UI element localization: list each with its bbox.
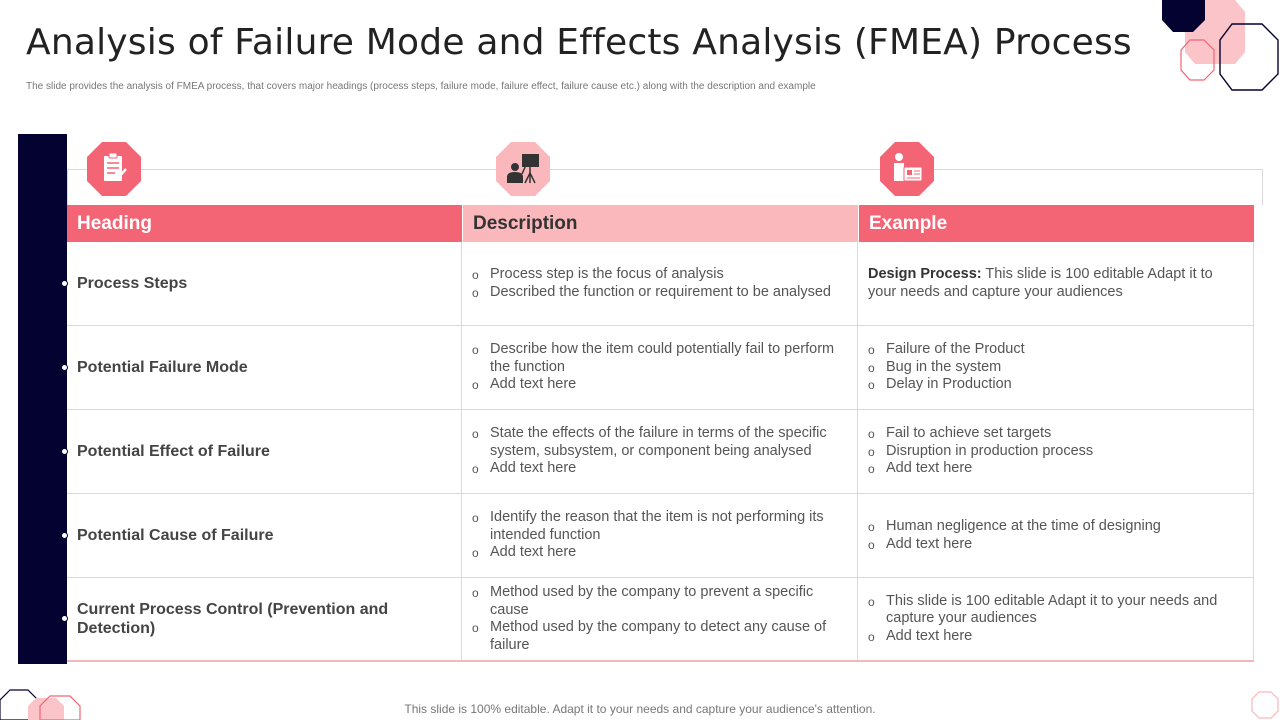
decorative-octagons-bottom-left <box>0 689 81 720</box>
description-bullet: Process step is the focus of analysis <box>472 266 831 284</box>
description-bullet: Add text here <box>472 460 845 478</box>
example-bullet: Add text here <box>868 536 1161 554</box>
decorative-octagon-bottom-right <box>1251 691 1279 719</box>
checklist-clipboard-icon <box>87 142 141 196</box>
person-id-card-icon <box>880 142 934 196</box>
example-text-block: Design Process: This slide is 100 editab… <box>868 266 1241 301</box>
row-description: Describe how the item could potentially … <box>462 326 858 409</box>
description-bullet: Described the function or requirement to… <box>472 284 831 302</box>
header-example: Example <box>859 205 1254 242</box>
table-row: Potential Failure Mode Describe how the … <box>61 326 1254 410</box>
row-marker-dot <box>61 615 68 622</box>
example-bullet: Disruption in production process <box>868 443 1093 461</box>
row-marker-dot <box>61 447 68 455</box>
description-bullet: Add text here <box>472 544 845 562</box>
description-bullet: State the effects of the failure in term… <box>472 425 845 460</box>
example-bullet: Add text here <box>868 460 1093 478</box>
table-row: Potential Effect of Failure State the ef… <box>61 410 1254 494</box>
row-example: Failure of the Product Bug in the system… <box>858 326 1254 409</box>
row-description: Process step is the focus of analysis De… <box>462 242 858 325</box>
row-heading: Potential Failure Mode <box>67 326 462 409</box>
table-row: Process Steps Process step is the focus … <box>61 242 1254 326</box>
example-bullet: Failure of the Product <box>868 341 1025 359</box>
table-top-frame <box>67 169 1263 205</box>
example-bullet: Delay in Production <box>868 376 1025 394</box>
example-bullet: Bug in the system <box>868 359 1025 377</box>
slide-title: Analysis of Failure Mode and Effects Ana… <box>26 22 1132 63</box>
table-row: Potential Cause of Failure Identify the … <box>61 494 1254 578</box>
example-bullet: Fail to achieve set targets <box>868 425 1093 443</box>
description-bullet: Describe how the item could potentially … <box>472 341 845 376</box>
slide-subtitle: The slide provides the analysis of FMEA … <box>26 81 816 92</box>
presenter-board-icon <box>496 142 550 196</box>
row-example: This slide is 100 editable Adapt it to y… <box>858 578 1254 660</box>
table-header-row: Heading Description Example <box>67 205 1254 242</box>
row-heading: Potential Cause of Failure <box>67 494 462 577</box>
example-text: This slide is 100 editable Adapt it to y… <box>868 266 1213 300</box>
fmea-table: Process Steps Process step is the focus … <box>61 242 1254 662</box>
example-bullet: Human negligence at the time of designin… <box>868 518 1161 536</box>
header-heading: Heading <box>67 205 462 242</box>
navy-sidebar-bar <box>18 134 67 664</box>
description-bullet: Method used by the company to prevent a … <box>472 584 845 619</box>
example-bullet: Add text here <box>868 628 1241 646</box>
row-example: Human negligence at the time of designin… <box>858 494 1254 577</box>
description-bullet: Method used by the company to detect any… <box>472 619 845 654</box>
row-description: State the effects of the failure in term… <box>462 410 858 493</box>
description-bullet: Add text here <box>472 376 845 394</box>
header-description: Description <box>463 205 858 242</box>
row-description: Identify the reason that the item is not… <box>462 494 858 577</box>
row-marker-dot <box>61 363 68 371</box>
decorative-octagons-top-right <box>1162 0 1279 91</box>
table-row: Current Process Control (Prevention and … <box>61 578 1254 662</box>
row-heading: Current Process Control (Prevention and … <box>67 578 462 660</box>
example-label: Design Process: <box>868 266 982 282</box>
slide-footer: This slide is 100% editable. Adapt it to… <box>404 702 876 716</box>
row-heading: Process Steps <box>67 242 462 325</box>
description-bullet: Identify the reason that the item is not… <box>472 509 845 544</box>
row-example: Design Process: This slide is 100 editab… <box>858 242 1254 325</box>
row-example: Fail to achieve set targets Disruption i… <box>858 410 1254 493</box>
row-description: Method used by the company to prevent a … <box>462 578 858 660</box>
row-marker-dot <box>61 531 68 539</box>
row-heading: Potential Effect of Failure <box>67 410 462 493</box>
example-bullet: This slide is 100 editable Adapt it to y… <box>868 593 1241 628</box>
row-marker-dot <box>61 279 68 287</box>
